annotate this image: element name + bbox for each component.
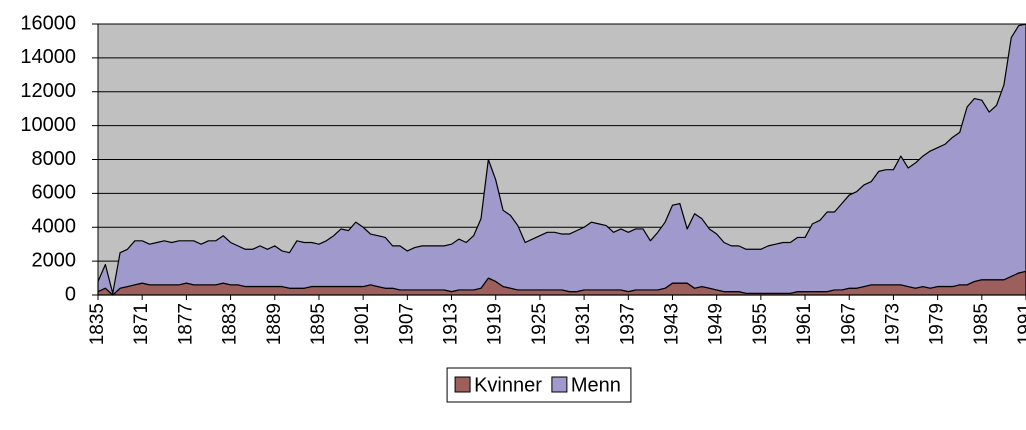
y-tick-label: 6000: [32, 182, 77, 204]
x-tick-label: 1913: [441, 303, 462, 345]
legend-swatch: [551, 376, 568, 393]
x-tick-label: 1919: [485, 303, 506, 345]
y-tick-label: 2000: [32, 249, 77, 271]
x-tick-label: 1871: [131, 303, 152, 345]
legend-label: Kvinner: [474, 374, 542, 396]
area: [97, 23, 1026, 296]
x-tick-label: 1931: [573, 303, 594, 345]
y-tick-label: 8000: [32, 148, 77, 170]
legend-label: Menn: [571, 374, 621, 396]
legend-box: [446, 367, 632, 403]
y-tick-label: 0: [65, 283, 76, 305]
x-tick-label: 1925: [529, 303, 550, 345]
y-tick-label: 4000: [32, 216, 77, 238]
x-tick-label: 1883: [220, 303, 241, 345]
y-tick-label: 10000: [20, 114, 76, 136]
y-tick-label: 16000: [20, 12, 76, 34]
y-tick-label: 14000: [20, 46, 76, 68]
x-tick-label: 1901: [352, 303, 373, 345]
x-tick-label: 1877: [175, 303, 196, 345]
x-tick-label: 1949: [706, 303, 727, 345]
legend-swatch: [454, 376, 471, 393]
x-tick-label: 1955: [750, 303, 771, 345]
x-tick-label: 1895: [308, 303, 329, 345]
x-tick-label: 1973: [882, 303, 903, 345]
x-tick-label: 1889: [264, 303, 285, 345]
x-tick-label: 1991: [1015, 303, 1026, 345]
x-tick-label: 1835: [87, 303, 108, 345]
x-tick-label: 1961: [794, 303, 815, 345]
x-tick-label: 1907: [396, 303, 417, 345]
x-tick-label: 1979: [927, 303, 948, 345]
legend: Kvinner Menn: [446, 367, 632, 403]
y-tick-label: 12000: [20, 80, 76, 102]
x-tick-label: 1967: [838, 303, 859, 345]
x-tick-label: 1985: [971, 303, 992, 345]
x-tick-label: 1943: [661, 303, 682, 345]
x-tick-label: 1937: [617, 303, 638, 345]
